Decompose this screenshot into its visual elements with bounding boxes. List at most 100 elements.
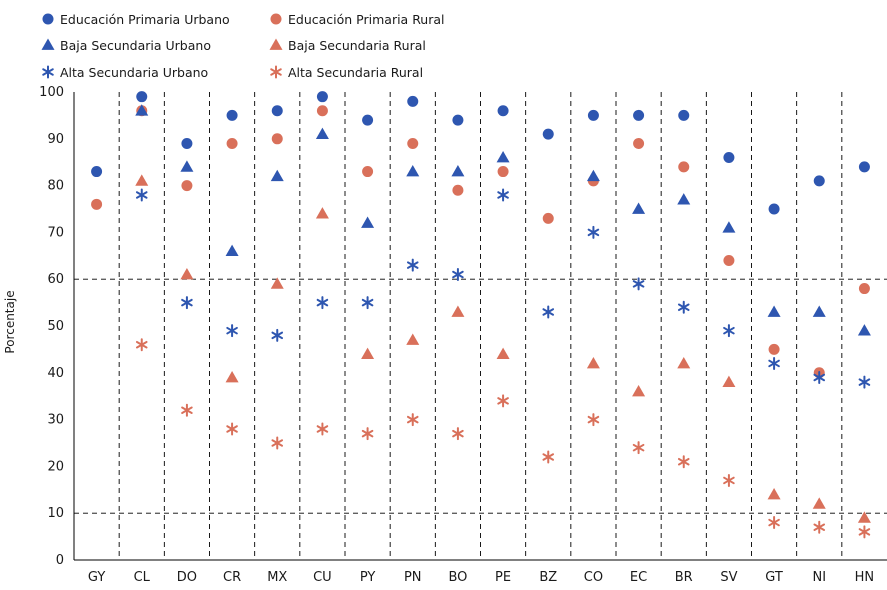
- data-point-star: [813, 370, 826, 384]
- data-point-star: [723, 473, 735, 487]
- data-point-circle: [181, 137, 193, 149]
- data-point-circle: [858, 161, 870, 173]
- y-tick-label: 20: [47, 459, 64, 474]
- y-tick-label: 40: [47, 366, 64, 381]
- data-point-triangle: [586, 169, 600, 182]
- data-point-circle: [271, 105, 283, 117]
- data-point-star: [858, 525, 871, 539]
- data-point-star-stroke: [858, 378, 871, 386]
- data-point-star-stroke: [632, 443, 645, 452]
- data-point-star: [135, 338, 148, 352]
- data-point-star-stroke: [677, 303, 690, 312]
- data-point-circle: [678, 109, 690, 121]
- data-point-star: [226, 422, 238, 436]
- data-point-circle: [497, 105, 509, 117]
- y-tick-label: 80: [47, 179, 64, 194]
- data-point-triangle: [677, 193, 691, 205]
- data-point-star: [135, 188, 148, 202]
- data-point-triangle: [406, 333, 420, 345]
- legend-marker-circle: [42, 13, 54, 25]
- data-point-circle: [226, 109, 238, 121]
- data-point-circle: [633, 109, 645, 121]
- data-point-star-stroke: [271, 331, 284, 340]
- legend-label: Alta Secundaria Rural: [288, 65, 423, 80]
- data-point-circle: [452, 114, 464, 126]
- data-point-star: [542, 305, 555, 319]
- data-point-circle: [497, 166, 509, 178]
- data-point-triangle: [857, 511, 871, 523]
- data-point-star-stroke: [226, 326, 238, 335]
- data-point-triangle: [722, 375, 736, 388]
- x-tick-label: BR: [675, 570, 693, 585]
- data-point-circle: [542, 128, 554, 140]
- data-point-star: [406, 413, 419, 427]
- data-point-circle: [407, 95, 419, 107]
- data-point-star: [497, 188, 509, 202]
- x-tick-label: GY: [88, 570, 105, 585]
- data-point-star-stroke: [542, 308, 555, 316]
- legend-marker-star-stroke: [270, 68, 282, 76]
- legend-label: Alta Secundaria Urbano: [60, 65, 208, 80]
- data-point-triangle: [315, 207, 329, 219]
- data-point-star: [723, 324, 735, 338]
- legend-label: Baja Secundaria Urbano: [60, 38, 211, 53]
- data-point-star-stroke: [813, 373, 826, 382]
- legend-marker-star-stroke: [42, 68, 54, 76]
- data-point-circle: [362, 114, 374, 126]
- data-point-circle: [91, 166, 103, 178]
- data-point-star-stroke: [497, 397, 509, 405]
- data-point-triangle: [857, 324, 871, 336]
- data-point-star: [181, 403, 193, 417]
- data-point-star: [406, 258, 419, 272]
- data-point-star: [452, 427, 464, 441]
- data-point-triangle: [180, 160, 194, 172]
- data-point-star: [632, 441, 645, 455]
- data-point-circle: [452, 184, 464, 196]
- data-point-star-stroke: [135, 340, 148, 349]
- x-tick-label: PN: [404, 570, 422, 585]
- y-tick-label: 0: [56, 553, 64, 568]
- data-point-triangle: [496, 347, 510, 359]
- x-tick-label: SV: [720, 570, 737, 585]
- data-point-star-stroke: [677, 457, 690, 466]
- data-point-star: [497, 394, 509, 408]
- data-point-triangle: [722, 221, 736, 233]
- data-point-circle: [316, 105, 328, 117]
- data-point-triangle: [270, 277, 284, 289]
- data-point-triangle: [496, 151, 510, 163]
- data-point-circle: [678, 161, 690, 173]
- data-point-circle: [633, 137, 645, 149]
- legend-marker-triangle: [269, 38, 283, 50]
- data-point-star-stroke: [361, 429, 374, 438]
- data-point-circle: [542, 212, 554, 224]
- data-point-star-stroke: [858, 528, 871, 536]
- x-tick-label: CO: [584, 570, 603, 585]
- data-point-star-stroke: [768, 518, 780, 527]
- y-tick-label: 100: [39, 85, 64, 100]
- x-tick-label: NI: [812, 570, 826, 585]
- data-point-star: [768, 356, 780, 370]
- legend-label: Educación Primaria Rural: [288, 12, 445, 27]
- data-point-triangle: [632, 385, 646, 397]
- x-tick-label: PE: [495, 570, 511, 585]
- legend-marker-star: [42, 65, 54, 79]
- data-point-star: [768, 516, 780, 530]
- data-point-triangle: [586, 356, 600, 369]
- data-point-star-stroke: [406, 261, 419, 269]
- data-point-star-stroke: [226, 425, 238, 433]
- data-point-triangle: [135, 104, 149, 116]
- data-point-triangle: [225, 244, 239, 256]
- legend: Educación Primaria Urbano Educación Prima…: [41, 12, 445, 80]
- x-tick-label: HN: [855, 570, 875, 585]
- data-point-circle: [362, 166, 374, 178]
- data-point-circle: [316, 91, 328, 103]
- data-point-circle: [813, 175, 825, 187]
- data-point-star-stroke: [181, 298, 193, 307]
- x-tick-label: DO: [177, 570, 197, 585]
- data-point-star: [361, 296, 374, 310]
- data-point-circle: [226, 137, 238, 149]
- data-point-star: [226, 324, 238, 338]
- data-point-star-stroke: [587, 228, 600, 237]
- y-tick-label: 30: [47, 413, 64, 428]
